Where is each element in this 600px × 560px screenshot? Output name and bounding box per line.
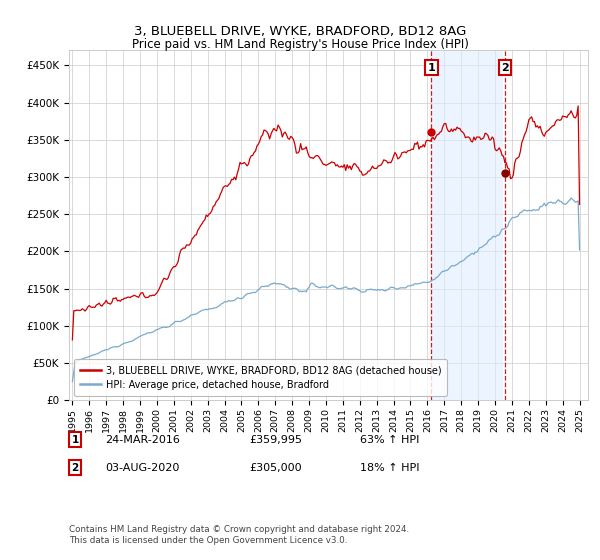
Text: 03-AUG-2020: 03-AUG-2020 [105, 463, 179, 473]
Text: 1: 1 [71, 435, 79, 445]
Text: 1: 1 [427, 63, 435, 73]
Text: Contains HM Land Registry data © Crown copyright and database right 2024.
This d: Contains HM Land Registry data © Crown c… [69, 525, 409, 545]
Text: Price paid vs. HM Land Registry's House Price Index (HPI): Price paid vs. HM Land Registry's House … [131, 38, 469, 51]
Text: £359,995: £359,995 [249, 435, 302, 445]
Legend: 3, BLUEBELL DRIVE, WYKE, BRADFORD, BD12 8AG (detached house), HPI: Average price: 3, BLUEBELL DRIVE, WYKE, BRADFORD, BD12 … [74, 360, 448, 395]
Text: 3, BLUEBELL DRIVE, WYKE, BRADFORD, BD12 8AG: 3, BLUEBELL DRIVE, WYKE, BRADFORD, BD12 … [134, 25, 466, 38]
Text: 24-MAR-2016: 24-MAR-2016 [105, 435, 180, 445]
Text: 2: 2 [71, 463, 79, 473]
Text: 63% ↑ HPI: 63% ↑ HPI [360, 435, 419, 445]
Text: 18% ↑ HPI: 18% ↑ HPI [360, 463, 419, 473]
Text: £305,000: £305,000 [249, 463, 302, 473]
Text: 2: 2 [501, 63, 509, 73]
